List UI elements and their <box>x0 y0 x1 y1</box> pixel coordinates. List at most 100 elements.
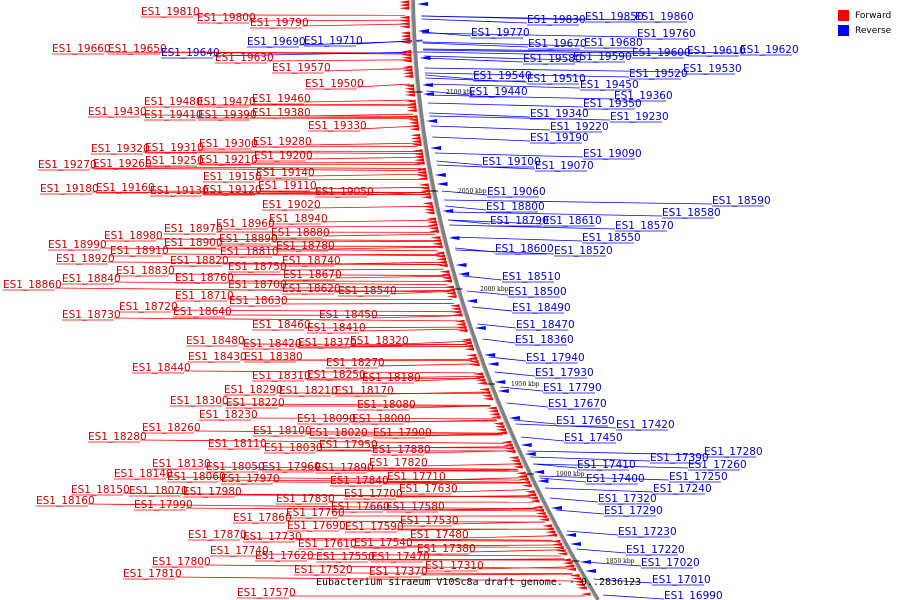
reverse-gene <box>448 236 460 240</box>
forward-leader-line <box>142 151 419 154</box>
forward-gene <box>456 325 467 330</box>
reverse-leader-line <box>488 356 527 362</box>
forward-gene <box>410 133 421 137</box>
reverse-gene-label: ES1_17930 <box>535 367 594 379</box>
reverse-gene <box>520 443 532 447</box>
forward-leader-line <box>294 346 468 348</box>
reverse-gene <box>569 542 581 546</box>
reverse-leader-line <box>425 83 581 89</box>
forward-gene <box>404 93 415 97</box>
reverse-gene <box>417 2 429 6</box>
forward-gene <box>418 183 429 187</box>
reverse-gene <box>436 182 448 186</box>
forward-gene-label: ES1_17660 <box>331 501 390 513</box>
forward-gene-label: ES1_19800 <box>197 12 256 24</box>
reverse-gene <box>455 263 467 267</box>
reverse-leader-line <box>422 32 638 38</box>
reverse-gene <box>466 299 478 303</box>
forward-gene-label: ES1_18450 <box>319 309 378 321</box>
forward-gene-label: ES1_18250 <box>307 369 366 381</box>
reverse-leader-line <box>540 477 587 483</box>
forward-gene-label: ES1_18960 <box>216 218 275 230</box>
forward-gene-label: ES1_18030 <box>264 442 323 454</box>
reverse-gene <box>487 362 499 366</box>
forward-leader-line <box>294 539 554 542</box>
forward-gene-label: ES1_19320 <box>91 143 150 155</box>
forward-gene <box>416 170 427 175</box>
forward-leader-line <box>450 489 529 493</box>
forward-gene <box>512 465 523 469</box>
legend: Forward Reverse <box>838 8 891 38</box>
forward-gene-label: ES1_19130 <box>150 185 209 197</box>
reverse-gene-label: ES1_19830 <box>527 14 586 26</box>
reverse-gene <box>474 326 486 330</box>
forward-gene <box>527 496 538 500</box>
reverse-leader-line <box>424 74 474 80</box>
forward-gene-label: ES1_17630 <box>399 483 458 495</box>
forward-gene-label: ES1_19120 <box>203 184 262 196</box>
forward-leader-line <box>304 142 418 146</box>
forward-gene-label: ES1_19810 <box>141 6 200 18</box>
forward-gene-label: ES1_18170 <box>335 385 394 397</box>
forward-leader-line <box>358 328 463 332</box>
forward-gene <box>508 456 519 460</box>
reverse-leader-line <box>432 136 531 142</box>
reverse-swatch <box>838 25 849 36</box>
forward-gene-label: ES1_18480 <box>186 335 245 347</box>
reverse-leader-line <box>421 15 636 21</box>
forward-gene <box>401 56 412 60</box>
reverse-leader-line <box>449 224 616 230</box>
genome-backbone-highlight <box>410 0 597 600</box>
forward-gene <box>473 372 484 376</box>
forward-gene <box>428 229 439 233</box>
forward-gene-label: ES1_17730 <box>243 531 302 543</box>
forward-gene-label: ES1_17470 <box>371 551 430 563</box>
forward-leader-line <box>271 253 440 256</box>
forward-gene <box>434 251 445 255</box>
forward-gene-label: ES1_19140 <box>256 167 315 179</box>
forward-gene <box>468 360 479 364</box>
forward-gene <box>555 549 566 553</box>
forward-leader-line <box>322 233 436 237</box>
forward-leader-line <box>284 520 544 523</box>
forward-leader-line <box>87 503 535 510</box>
forward-gene-label: ES1_19180 <box>40 183 99 195</box>
forward-gene <box>455 322 466 326</box>
genome-backbone <box>411 0 600 600</box>
forward-gene <box>411 139 422 144</box>
forward-leader-line <box>280 303 454 305</box>
forward-leader-line <box>345 572 572 574</box>
forward-gene-label: ES1_17880 <box>372 444 431 456</box>
forward-gene <box>537 515 548 519</box>
reverse-leader-line <box>430 125 551 131</box>
forward-gene-label: ES1_18270 <box>326 357 385 369</box>
forward-gene <box>435 254 446 258</box>
forward-gene <box>571 577 582 581</box>
reverse-gene-label: ES1_19850 <box>585 11 644 23</box>
forward-gene-label: ES1_18310 <box>252 370 311 382</box>
reverse-leader-line <box>448 219 544 225</box>
reverse-gene-label: ES1_19710 <box>304 35 363 47</box>
forward-gene <box>462 344 473 348</box>
forward-gene-label: ES1_19210 <box>199 154 258 166</box>
forward-leader-line <box>218 479 524 483</box>
forward-gene <box>403 74 414 78</box>
reverse-leader-line <box>500 386 544 392</box>
forward-leader-line <box>261 553 562 557</box>
forward-leader-line <box>144 166 421 169</box>
forward-gene <box>576 586 587 590</box>
forward-gene <box>408 121 419 125</box>
forward-leader-line <box>422 558 565 561</box>
forward-gene-label: ES1_17760 <box>286 507 345 519</box>
forward-gene <box>475 378 486 382</box>
gene-labels: ES1_19810ES1_19800ES1_19790ES1_19660ES1_… <box>3 6 799 600</box>
forward-leader-line <box>401 340 467 345</box>
forward-gene <box>401 59 412 63</box>
forward-gene-label: ES1_17890 <box>315 462 374 474</box>
forward-gene <box>450 307 461 311</box>
tick-label: 1850 kbp <box>606 558 635 565</box>
forward-gene <box>399 25 410 29</box>
reverse-gene-label: ES1_17250 <box>669 471 728 483</box>
reverse-leader-line <box>555 509 605 515</box>
